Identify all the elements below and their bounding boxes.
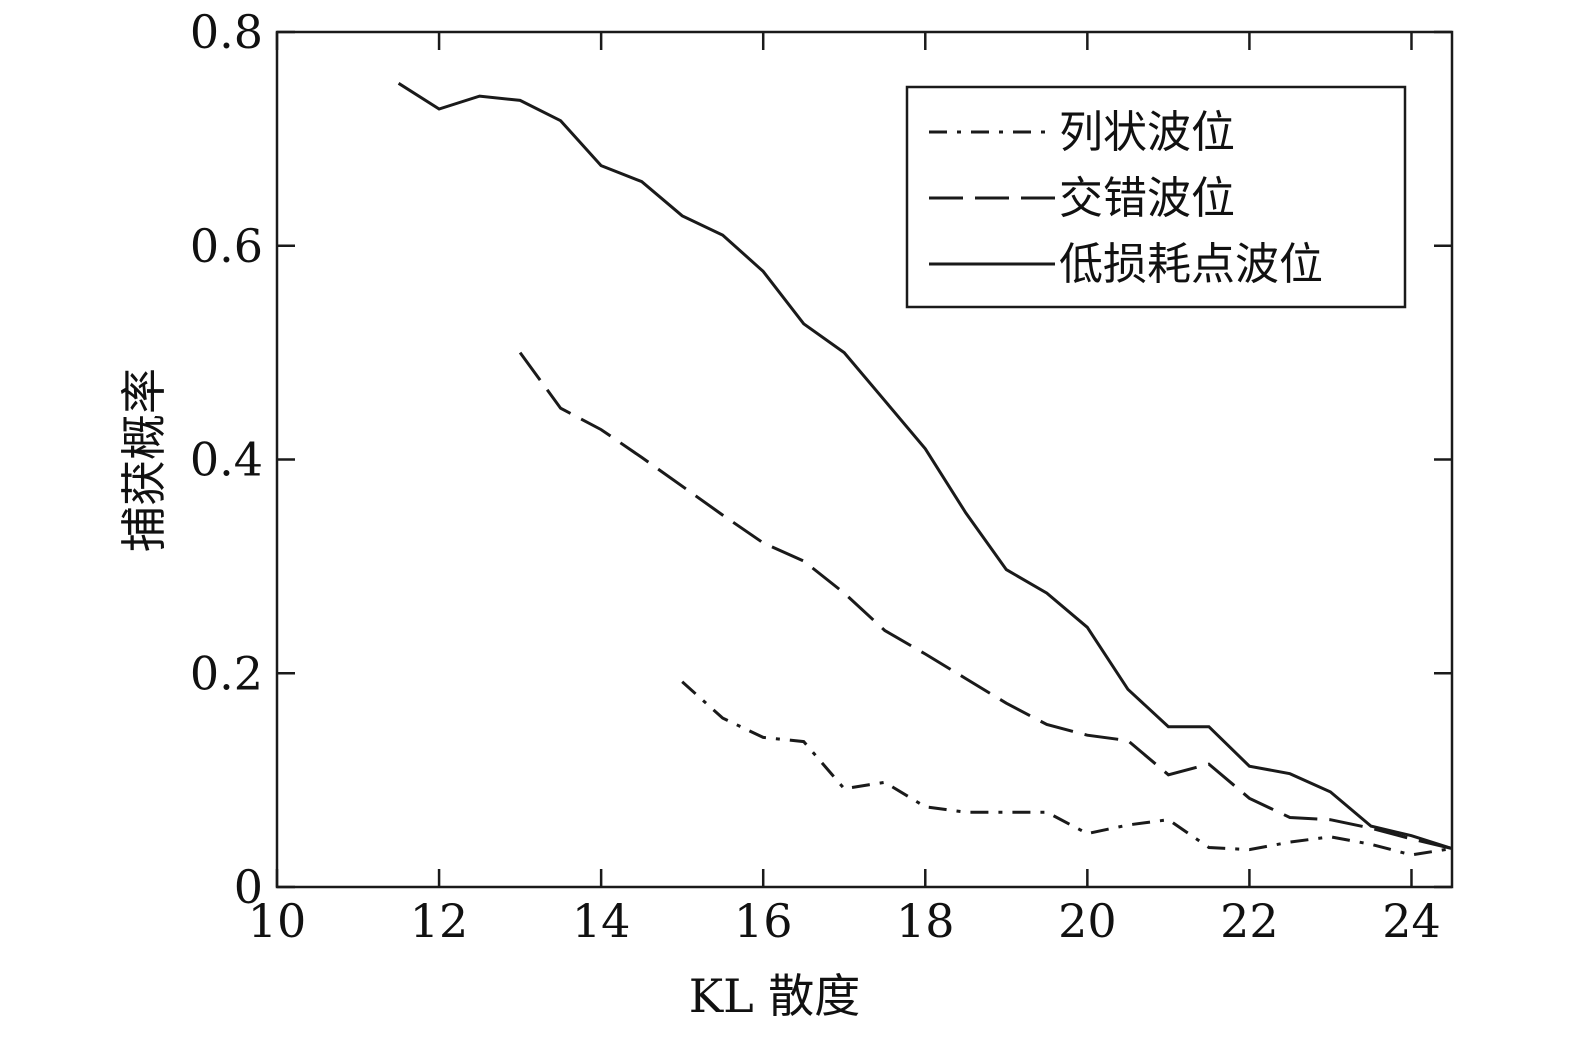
series-line-3 [397, 82, 1453, 850]
y-tick-label: 0 [234, 860, 263, 914]
y-tick-label: 0.6 [190, 219, 263, 273]
x-tick-label: 20 [1058, 894, 1117, 948]
y-tick-label: 0.4 [190, 433, 263, 487]
legend-label-2: 交错波位 [1059, 173, 1235, 224]
legend-label-1: 列状波位 [1059, 107, 1235, 158]
x-tick-label: 18 [896, 894, 955, 948]
y-tick-label: 0.2 [190, 646, 263, 700]
x-tick-label: 14 [572, 894, 631, 948]
legend-label-3: 低损耗点波位 [1059, 239, 1323, 290]
tick-labels-layer: 10 12 14 16 18 20 22 24 0 0.2 0.4 0.6 0.8 [190, 5, 1441, 948]
ticks-layer [275, 30, 1452, 889]
y-tick-label: 0.8 [190, 5, 263, 59]
series-line-1 [681, 680, 1453, 857]
x-tick-label: 16 [734, 894, 793, 948]
series-layer [397, 82, 1453, 857]
x-tick-label: 10 [248, 894, 307, 948]
x-tick-label: 12 [410, 894, 469, 948]
y-axis-title: 捕获概率 [117, 368, 171, 552]
series-line-2 [518, 351, 1453, 850]
x-axis-title: KL 散度 [689, 969, 861, 1023]
x-tick-label: 22 [1220, 894, 1279, 948]
x-tick-label: 24 [1382, 894, 1441, 948]
